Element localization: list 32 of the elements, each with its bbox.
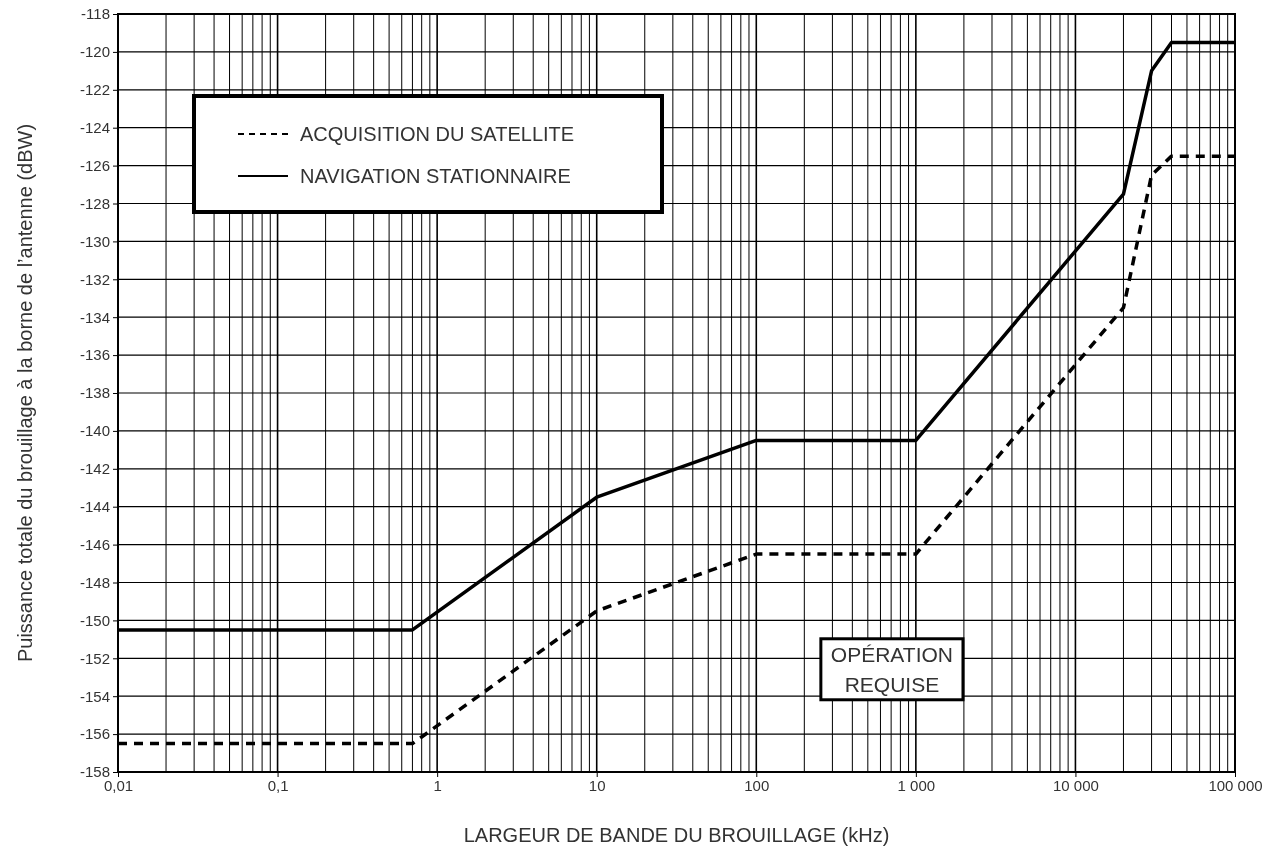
x-tick-label: 1 000 [897,776,936,794]
x-tick-label: 10 [588,776,606,794]
x-tick-label: 1 [433,776,442,794]
y-tick-label: -126 [79,156,110,174]
y-tick-label: -138 [79,384,110,402]
y-tick-label: -140 [79,422,110,440]
y-tick-label: -134 [79,308,110,326]
y-tick-label: -150 [79,611,110,629]
y-tick-label: -144 [79,498,110,515]
y-tick-label: -136 [79,346,110,364]
legend-label: ACQUISITION DU SATELLITE [300,123,575,145]
y-tick-label: -128 [79,194,110,212]
x-tick-label: 0,1 [267,776,289,794]
x-tick-label: 100 [744,776,770,794]
y-tick-label: -142 [79,460,110,478]
y-tick-label: -124 [79,119,110,136]
y-tick-label: -146 [79,535,110,553]
legend-label: NAVIGATION STATIONNAIRE [300,165,571,187]
y-tick-label: -122 [79,81,110,99]
y-tick-label: -118 [81,5,110,23]
y-axis-title: Puissance totale du brouillage à la borne de l’antenne (dBW) [14,123,36,663]
x-tick-label: 100 000 [1208,776,1263,794]
y-tick-label: -120 [79,43,110,61]
y-tick-label: -154 [79,687,110,705]
annotation: OPÉRATION REQUISE [830,642,953,696]
y-tick-label: -156 [79,725,110,743]
y-tick-label: -132 [79,270,110,288]
y-tick-label: -152 [79,649,110,667]
x-tick-label: 10 000 [1052,776,1099,794]
y-tick-label: -148 [79,573,110,591]
y-tick-label: -130 [79,232,110,250]
x-axis-title: LARGEUR DE BANDE DU BROUILLAGE (kHz) [463,824,890,846]
